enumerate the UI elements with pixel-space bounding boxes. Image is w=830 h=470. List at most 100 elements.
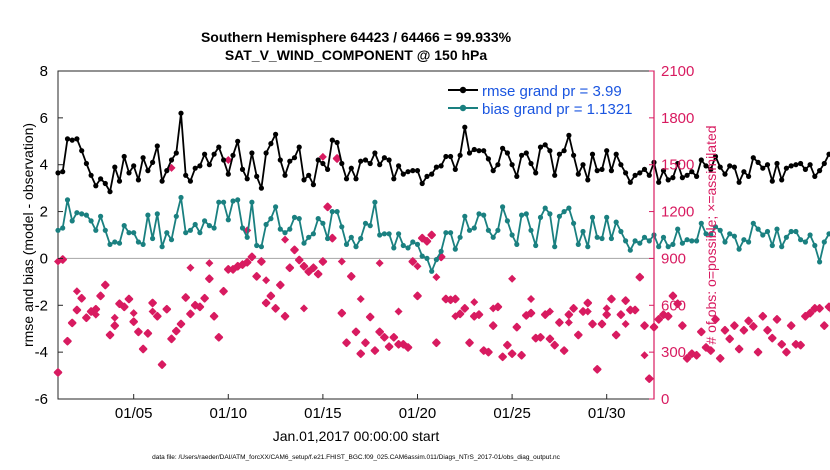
rmse-point: [760, 165, 766, 171]
rmse-point: [291, 155, 298, 161]
obs-possible-point: [219, 286, 228, 296]
bias-point: [722, 239, 728, 245]
obs-possible-point: [186, 309, 195, 319]
obs-possible-point: [101, 280, 110, 290]
chart-subtitle: SAT_V_WIND_COMPONENT @ 150 hPa: [225, 47, 488, 63]
bias-point: [764, 228, 771, 235]
bias-point: [339, 224, 345, 230]
obs-possible-point: [351, 327, 361, 337]
rmse-point: [746, 173, 752, 179]
legend: rmse grand pr = 3.99 bias grand pr = 1.1…: [444, 78, 644, 118]
rmse-point: [140, 155, 146, 161]
right-tick-label: 0: [661, 391, 669, 408]
rmse-point: [537, 144, 544, 150]
obs-assimilated-point: [527, 295, 536, 304]
obs-possible-point: [621, 296, 630, 305]
rmse-point: [173, 150, 179, 156]
rmse-point: [150, 159, 156, 165]
bias-point: [604, 214, 610, 220]
rmse-point: [608, 168, 615, 174]
rmse-point: [675, 160, 681, 167]
bias-point: [476, 211, 482, 217]
bias-point: [670, 241, 676, 247]
bias-point: [694, 238, 700, 244]
bias-point: [102, 227, 108, 233]
rmse-point: [178, 110, 184, 116]
rmse-point: [698, 157, 704, 163]
obs-possible-point: [252, 272, 261, 281]
obs-possible-point: [767, 333, 777, 343]
bias-point: [405, 245, 411, 251]
obs-possible-point: [370, 346, 380, 355]
bias-point: [542, 205, 548, 211]
obs-possible-point: [819, 321, 829, 330]
bias-point: [485, 227, 491, 233]
rmse-point: [325, 166, 331, 172]
obs-possible-point: [536, 333, 545, 342]
bias-point: [727, 231, 733, 237]
rmse-point: [476, 148, 482, 154]
obs-possible-point: [484, 347, 493, 357]
obs-possible-point: [167, 334, 176, 344]
obs-assimilated-point: [299, 304, 308, 313]
obs-possible-point: [796, 340, 805, 350]
obs-possible-point: [512, 322, 522, 332]
rmse-point: [329, 137, 335, 143]
obs-possible-point: [91, 304, 101, 314]
legend-rmse-label: rmse grand pr = 3.99: [482, 83, 622, 100]
obs-possible-point: [739, 325, 749, 335]
obs-possible-point: [503, 340, 512, 350]
bias-point: [731, 233, 738, 239]
rmse-point: [367, 160, 373, 167]
bias-point: [798, 237, 804, 243]
rmse-point: [258, 185, 264, 191]
rmse-point: [566, 132, 572, 138]
bias-point: [414, 241, 421, 247]
obs-possible-point: [285, 263, 295, 273]
obs-possible-point: [635, 272, 645, 282]
obs-possible-point: [105, 330, 115, 340]
bias-point: [353, 244, 359, 250]
bias-point: [561, 209, 567, 215]
left-tick-label: 0: [40, 250, 48, 267]
obs-possible-point: [540, 310, 550, 319]
rmse-point: [348, 165, 354, 171]
bias-point: [291, 214, 298, 220]
rmse-point: [580, 162, 586, 168]
obs-assimilated-point: [281, 235, 290, 244]
bias-point: [88, 218, 94, 224]
obs-possible-point: [266, 291, 276, 301]
bias-point: [396, 231, 402, 237]
rmse-point: [197, 163, 203, 169]
rmse-point: [656, 179, 662, 185]
obs-possible-point: [602, 310, 611, 319]
rmse-point: [500, 145, 506, 151]
obs-assimilated-point: [72, 287, 81, 296]
rmse-point: [135, 177, 141, 183]
rmse-point: [589, 151, 596, 157]
obs-possible-point: [507, 349, 517, 359]
rmse-point: [731, 164, 738, 170]
bias-point: [187, 227, 193, 233]
bias-point: [159, 244, 165, 250]
bias-point: [55, 227, 61, 233]
obs-possible-point: [346, 272, 356, 281]
rmse-point: [547, 148, 553, 154]
obs-possible-point: [356, 349, 366, 359]
bias-point: [481, 212, 487, 218]
bias-point: [277, 226, 283, 232]
rmse-point: [400, 171, 406, 177]
rmse-point: [320, 160, 326, 167]
rmse-point: [604, 148, 610, 154]
obs-assimilated-point: [148, 307, 157, 316]
bias-point: [367, 223, 373, 229]
obs-possible-point: [592, 365, 602, 374]
rmse-point: [712, 153, 719, 160]
rmse-point: [405, 169, 411, 175]
bias-point: [585, 244, 591, 250]
obs-possible-point: [384, 342, 394, 351]
bias-point: [107, 241, 113, 247]
rmse-point: [571, 152, 577, 158]
y-axis-label-left: rmse and bias (model - observation): [20, 123, 36, 347]
obs-possible-point: [550, 340, 559, 350]
